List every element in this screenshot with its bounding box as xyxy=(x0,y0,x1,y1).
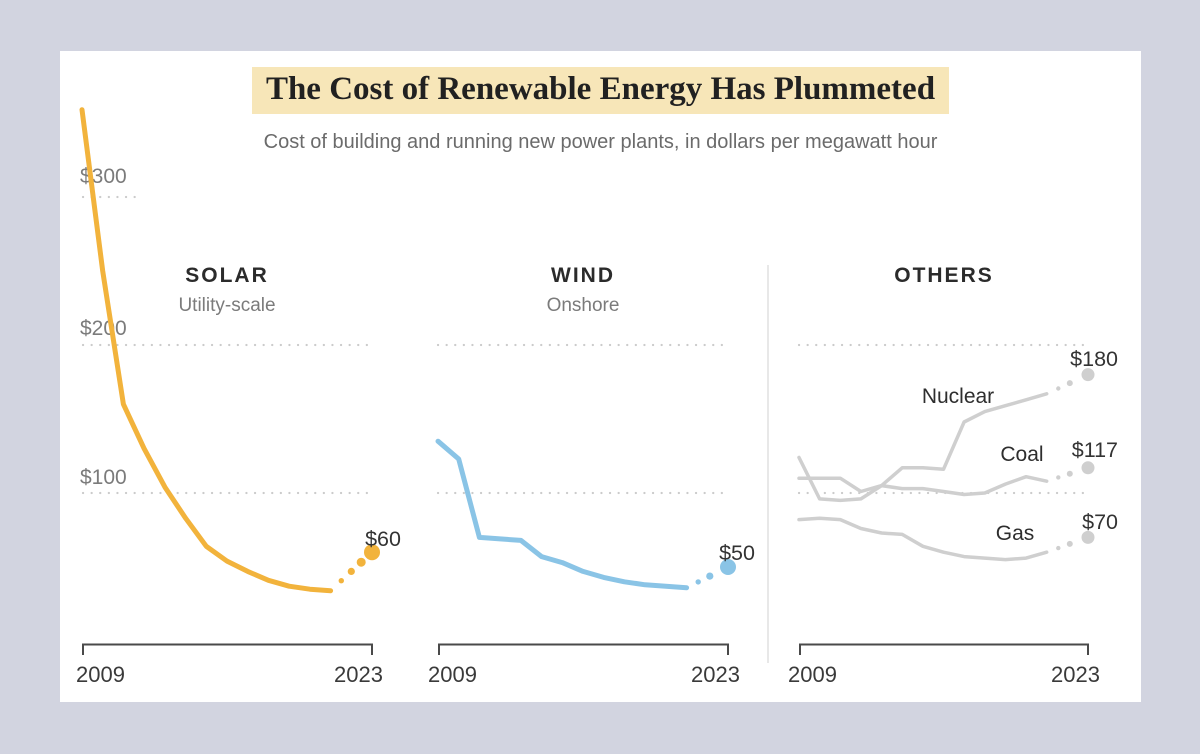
wind-projection-dot xyxy=(706,572,714,580)
x-axis-bracket-1 xyxy=(438,643,729,655)
coal-projection-dot xyxy=(1066,470,1073,477)
nuclear-line xyxy=(797,392,1049,503)
coal-end-value-label: $117 xyxy=(1072,438,1118,462)
gas-end-dot xyxy=(1081,530,1095,544)
panel-title-wind: WIND xyxy=(551,264,615,287)
wind-line xyxy=(435,438,690,591)
gas-projection-dot xyxy=(1066,540,1073,547)
x-label-end-others: 2023 xyxy=(1051,662,1100,687)
solar-line xyxy=(79,107,334,594)
x-axis-labels-wind: 2009 2023 xyxy=(428,662,740,688)
nuclear-end-value-label: $180 xyxy=(1070,347,1118,371)
x-axis-bracket-0 xyxy=(82,643,373,655)
chart-card: The Cost of Renewable Energy Has Plummet… xyxy=(60,51,1141,702)
panel-subtitle-wind: Onshore xyxy=(546,295,620,316)
coal-series-label: Coal xyxy=(1000,443,1043,466)
solar-projection-dot xyxy=(347,567,355,576)
x-axis-labels-others: 2009 2023 xyxy=(788,662,1100,688)
x-label-start-wind: 2009 xyxy=(428,662,477,687)
x-label-end-wind: 2023 xyxy=(691,662,740,687)
x-label-start-others: 2009 xyxy=(788,662,837,687)
x-axis-bracket-2 xyxy=(799,643,1089,655)
panel-title-others: OTHERS xyxy=(894,264,994,287)
chart-svg: $60 $50 $180 Nuclear $117 Coal $70 Gas xyxy=(79,107,1118,663)
panel-header-wind: WIND Onshore xyxy=(463,264,703,317)
gas-series-label: Gas xyxy=(996,522,1035,545)
coal-line xyxy=(797,474,1049,497)
panel-header-others: OTHERS xyxy=(824,264,1064,295)
wind-end-value-label: $50 xyxy=(719,541,755,565)
panel-header-solar: SOLAR Utility-scale xyxy=(107,264,347,317)
panel-title-solar: SOLAR xyxy=(185,264,269,287)
gas-projection-dot xyxy=(1056,545,1061,551)
gas-end-value-label: $70 xyxy=(1082,510,1118,534)
x-label-start-solar: 2009 xyxy=(76,662,125,687)
solar-end-value-label: $60 xyxy=(365,527,401,551)
x-label-end-solar: 2023 xyxy=(334,662,383,687)
nuclear-series-label: Nuclear xyxy=(922,385,994,408)
x-axis-labels-solar: 2009 2023 xyxy=(76,662,383,688)
y-axis-label-100: $100 xyxy=(80,466,127,489)
nuclear-end-dot xyxy=(1081,368,1095,382)
solar-projection-dot xyxy=(356,557,366,567)
coal-end-dot xyxy=(1081,461,1095,475)
gas-line xyxy=(797,516,1049,562)
solar-end-dot xyxy=(364,544,380,561)
chart-subtitle: Cost of building and running new power p… xyxy=(263,131,938,153)
wind-end-dot xyxy=(720,559,736,575)
wind-projection-dot xyxy=(695,579,701,585)
chart-title-wrap: The Cost of Renewable Energy Has Plummet… xyxy=(60,67,1141,114)
solar-projection-dot xyxy=(338,578,344,584)
coal-projection-dot xyxy=(1056,475,1061,480)
panel-subtitle-solar: Utility-scale xyxy=(178,295,276,316)
nuclear-projection-dot xyxy=(1066,380,1073,387)
chart-title: The Cost of Renewable Energy Has Plummet… xyxy=(251,67,950,114)
nuclear-projection-dot xyxy=(1056,386,1061,391)
